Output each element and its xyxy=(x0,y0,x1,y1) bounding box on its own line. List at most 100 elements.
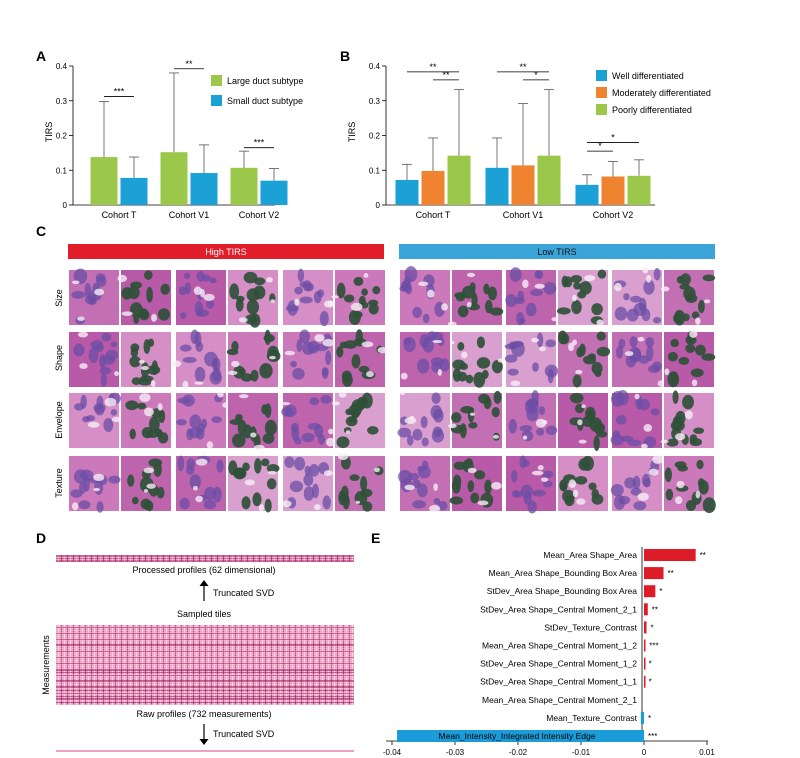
bar xyxy=(627,175,651,205)
lumen xyxy=(171,360,182,368)
lumen xyxy=(206,441,214,449)
lumen xyxy=(143,489,149,493)
nucleus-mask xyxy=(465,458,473,465)
significance-label: * xyxy=(598,141,602,151)
legend-swatch-small xyxy=(211,95,222,106)
nucleus xyxy=(320,394,332,404)
ytick-label: 0.3 xyxy=(56,97,68,106)
lumen xyxy=(139,393,151,402)
nucleus xyxy=(284,404,297,417)
lumen xyxy=(664,368,670,376)
bar xyxy=(230,167,258,205)
lumen xyxy=(624,351,634,357)
bar xyxy=(421,170,445,205)
lumen xyxy=(469,412,476,416)
nucleus xyxy=(110,409,118,416)
nucleus xyxy=(610,434,624,446)
panel-d: D Processed profiles (62 dimensional) Tr… xyxy=(36,530,354,752)
nucleus xyxy=(650,408,660,416)
lumen xyxy=(641,443,648,449)
lumen xyxy=(441,303,448,311)
nucleus-mask xyxy=(336,282,346,299)
nucleus xyxy=(105,349,119,361)
nucleus xyxy=(189,474,201,490)
heatmap-row xyxy=(56,558,354,559)
nucleus xyxy=(412,428,423,441)
nucleus xyxy=(403,336,416,353)
lumen xyxy=(71,280,80,285)
nucleus xyxy=(417,358,430,374)
heatmap-row xyxy=(56,696,354,697)
nucleus-mask xyxy=(576,347,584,358)
category-label: Mean_Area Shape_Area xyxy=(543,550,637,560)
nucleus-mask xyxy=(690,368,704,378)
nucleus xyxy=(292,368,305,380)
lumen xyxy=(477,500,489,506)
lumen xyxy=(674,496,683,505)
lumen xyxy=(660,439,669,444)
nucleus xyxy=(519,455,527,469)
chart-b-ylabel: TIRS xyxy=(347,122,357,143)
nucleus xyxy=(299,329,310,344)
nucleus xyxy=(82,416,90,423)
nucleus-mask xyxy=(259,362,273,379)
nucleus-mask xyxy=(343,294,355,303)
lumen xyxy=(614,282,622,292)
nucleus xyxy=(216,459,224,473)
nucleus-mask xyxy=(672,390,679,404)
category-label: StDev_Area Shape_Central Moment_1_2 xyxy=(480,659,637,669)
nucleus-mask xyxy=(133,314,140,324)
nucleus xyxy=(203,499,217,510)
nucleus-mask xyxy=(696,459,704,470)
nucleus-mask xyxy=(241,496,251,510)
legend-well-label: Well differentiated xyxy=(612,71,684,81)
lumen xyxy=(331,401,340,406)
bar xyxy=(640,711,644,724)
nucleus-mask xyxy=(680,273,691,286)
ytick-label: 0.1 xyxy=(369,166,381,175)
nucleus-mask xyxy=(361,288,368,296)
nucleus-mask xyxy=(453,461,466,470)
lumen xyxy=(674,433,686,441)
nucleus xyxy=(541,470,554,479)
bar xyxy=(575,184,599,205)
heatmap-row xyxy=(56,626,354,627)
heatmap-row xyxy=(56,632,354,633)
lumen xyxy=(253,444,265,451)
nucleus xyxy=(213,357,221,372)
raw-profiles-label: Raw profiles (732 measurements) xyxy=(136,709,271,719)
significance-label: * xyxy=(651,623,654,632)
nucleus-mask xyxy=(252,492,262,507)
nucleus-mask xyxy=(351,399,365,413)
measurements-label: Measurements xyxy=(41,635,51,695)
lumen xyxy=(195,458,208,466)
nucleus-mask xyxy=(146,430,159,438)
nucleus xyxy=(73,343,85,357)
nucleus xyxy=(321,367,329,376)
nucleus-mask xyxy=(360,476,368,492)
lumen xyxy=(432,339,443,344)
nucleus-mask xyxy=(571,300,582,315)
nucleus-mask xyxy=(125,400,139,411)
legend-swatch-poor xyxy=(596,104,607,115)
bar xyxy=(644,621,647,634)
nucleus-mask xyxy=(594,370,602,378)
nucleus xyxy=(412,306,422,318)
nucleus-mask xyxy=(556,307,571,315)
nucleus xyxy=(195,341,204,352)
nucleus-mask xyxy=(483,283,490,295)
nucleus xyxy=(536,270,544,280)
nucleus-mask xyxy=(683,286,696,301)
nucleus-mask xyxy=(246,299,260,315)
lumen xyxy=(522,435,528,440)
he-tile xyxy=(69,456,119,511)
nucleus xyxy=(511,490,520,498)
lumen xyxy=(355,500,361,504)
nucleus xyxy=(643,279,655,295)
nucleus xyxy=(433,498,441,505)
bar xyxy=(397,730,644,742)
nucleus-mask xyxy=(349,474,360,482)
panel-label-c: C xyxy=(36,223,46,239)
nucleus-mask xyxy=(596,346,611,357)
lumen xyxy=(192,485,198,491)
